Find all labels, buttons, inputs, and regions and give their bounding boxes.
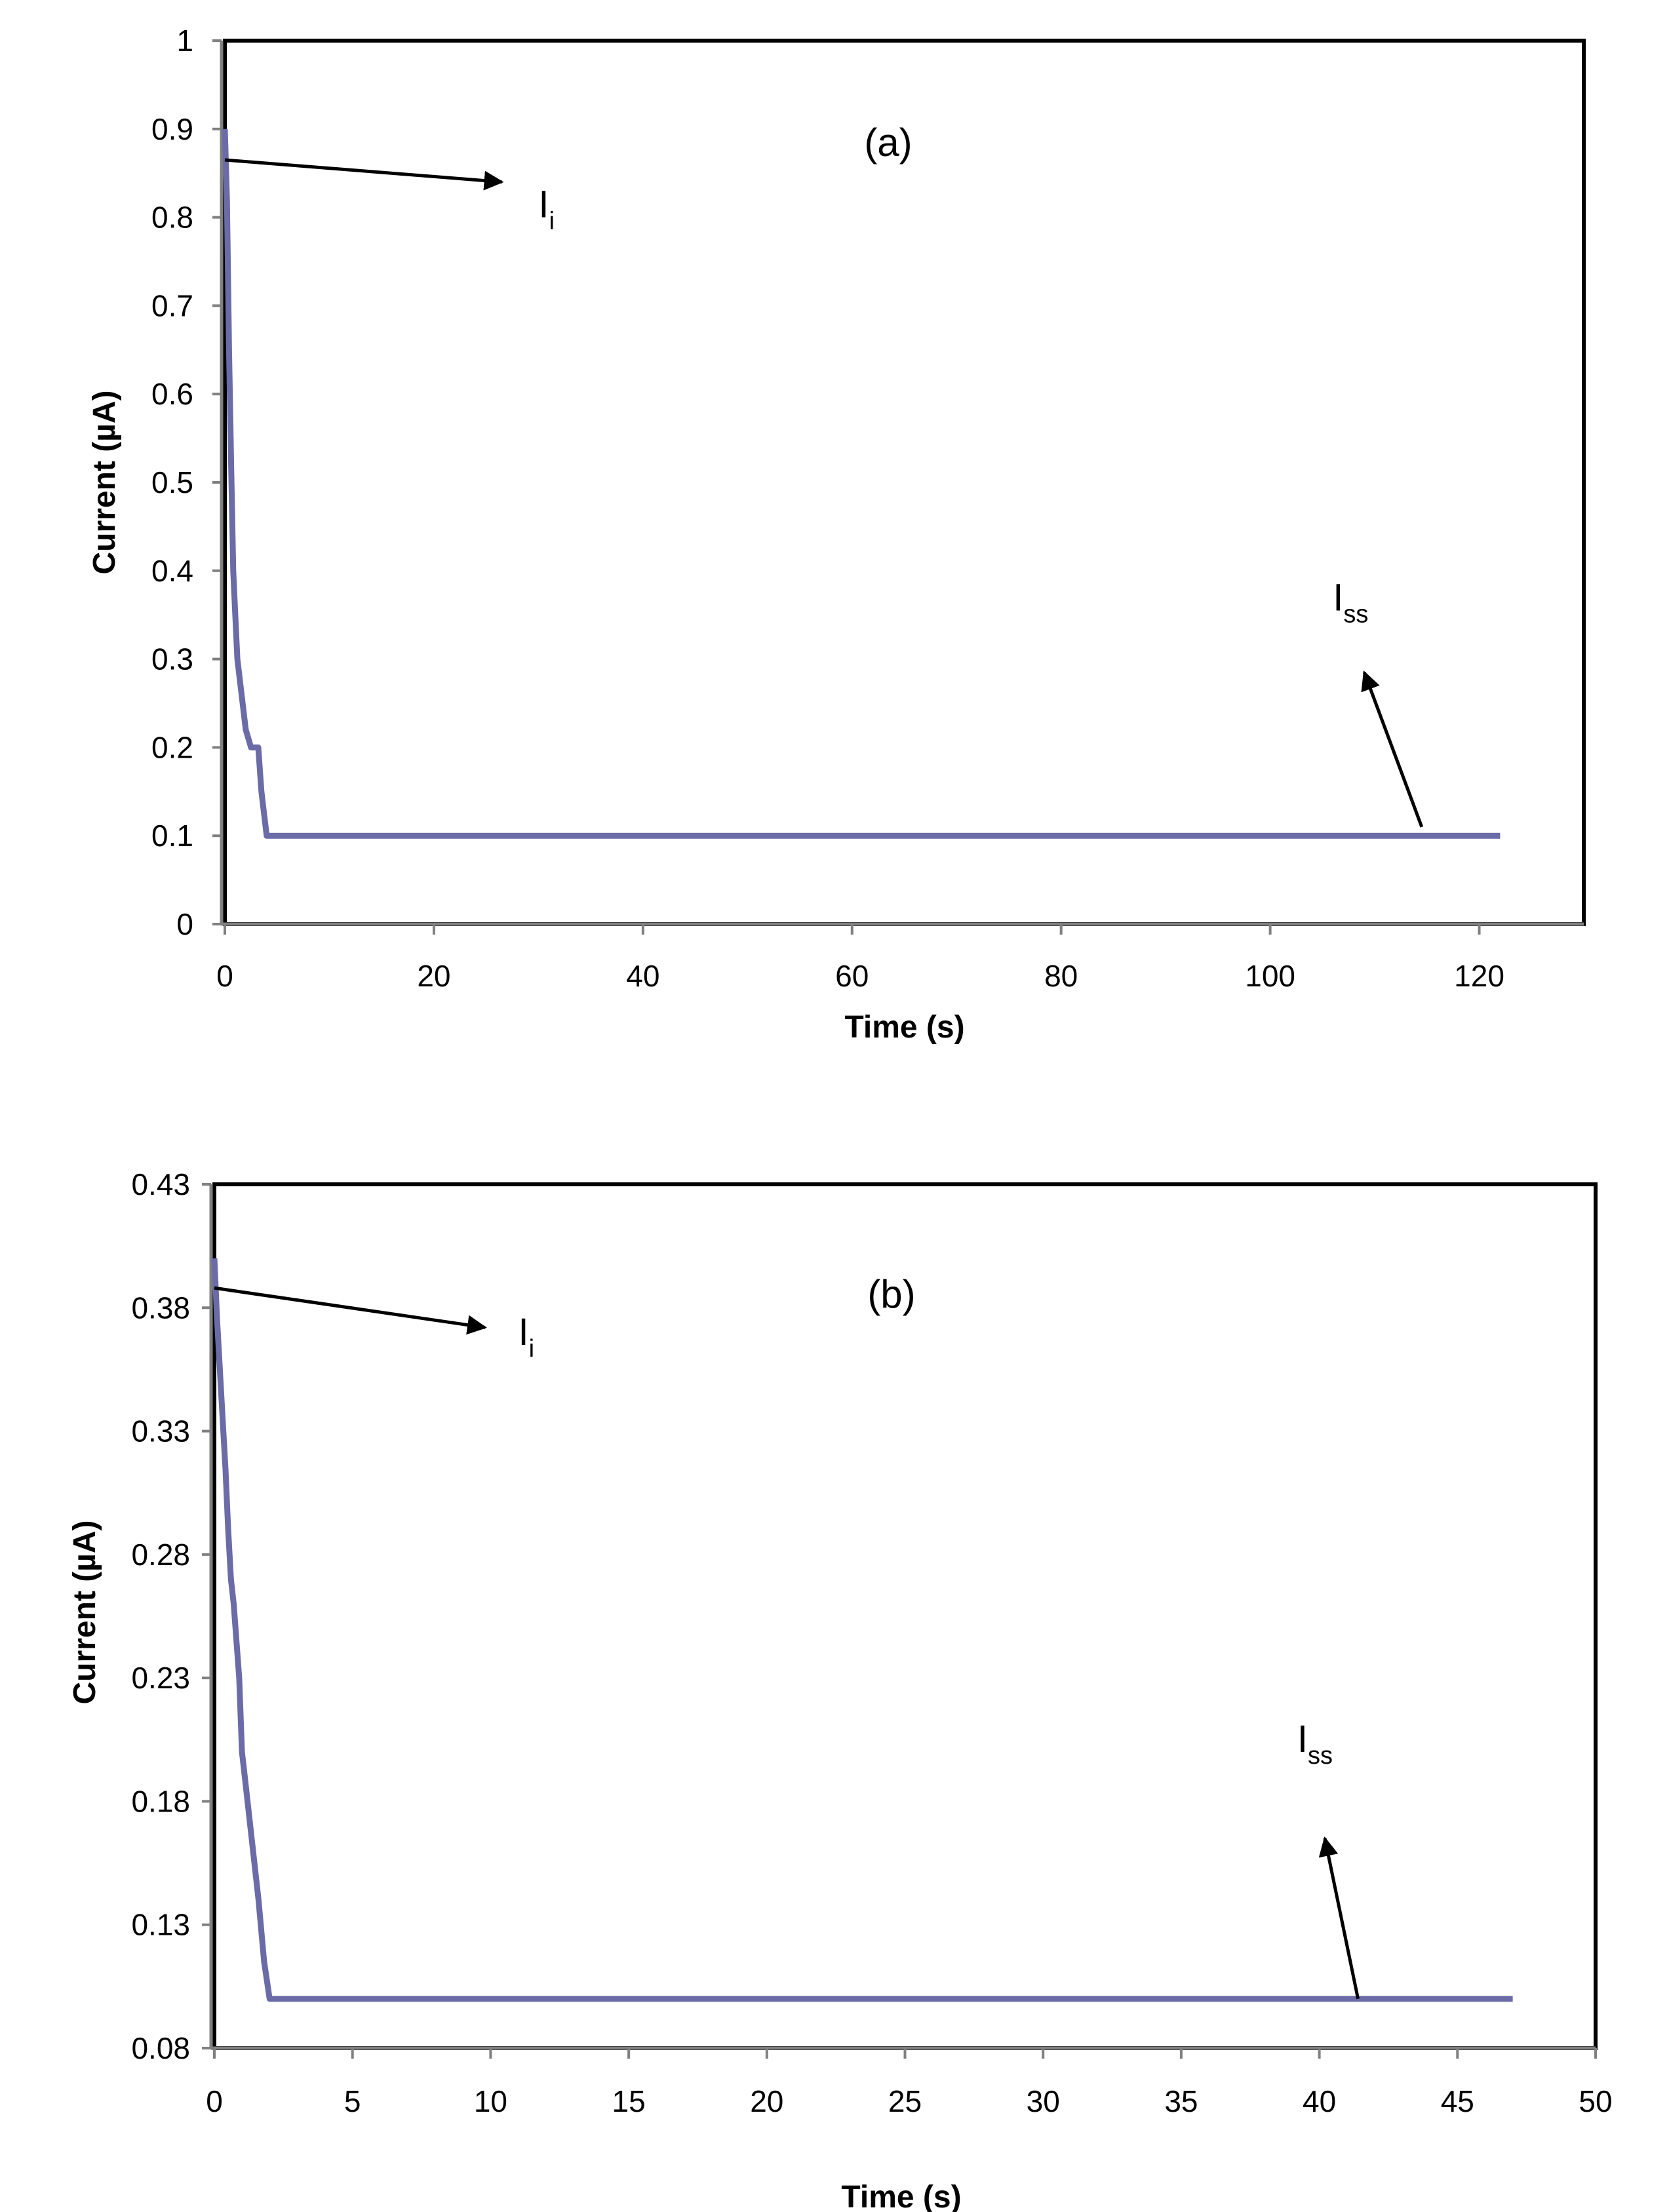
annotation-text: I [538, 184, 549, 226]
x-tick-label: 50 [1579, 2084, 1612, 2118]
x-axis-title-b: Time (s) [841, 2180, 961, 2212]
axes-b [209, 1184, 1596, 2050]
x-tick-label: 40 [1303, 2084, 1336, 2118]
x-tick-label: 35 [1164, 2084, 1198, 2118]
y-tick-label: 0.9 [151, 112, 193, 146]
series-line [211, 1258, 1513, 2002]
y-tick-label: 0.8 [151, 201, 193, 235]
annotation-subscript: ss [1343, 600, 1368, 628]
annotation-arrow [1361, 670, 1424, 828]
x-tick-label: 120 [1454, 959, 1504, 993]
y-tick-label: 0.18 [131, 1784, 190, 1818]
y-axis-title-b: Current (µA) [68, 1521, 102, 1705]
x-axis-title-a: Time (s) [844, 1010, 964, 1045]
x-tick-label: 40 [626, 959, 659, 993]
y-ticks-a: 0 0.1 0.2 0.3 0.4 0.5 0.6 0.7 0.8 0.9 1 [151, 24, 222, 941]
series-b [211, 1258, 1513, 2002]
x-tick-label: 0 [216, 959, 233, 993]
y-tick-label: 0.28 [131, 1538, 190, 1572]
x-tick-label: 100 [1245, 959, 1295, 993]
annotation-label: Iss [1333, 576, 1368, 628]
annotation-label: Ii [519, 1311, 535, 1363]
x-tick-label: 80 [1044, 959, 1078, 993]
annotation-text: I [1333, 576, 1343, 619]
annotation-subscript: ss [1308, 1742, 1333, 1770]
annotation-label: Iss [1297, 1718, 1333, 1770]
y-tick-label: 0.08 [131, 2031, 190, 2065]
annotation-subscript: i [529, 1335, 534, 1363]
x-ticks-b: 0 5 10 15 20 25 30 35 40 45 50 [206, 2048, 1613, 2118]
x-tick-label: 45 [1441, 2084, 1474, 2118]
x-tick-label: 60 [835, 959, 869, 993]
chart-panel-b: 0.08 0.13 0.18 0.23 0.28 0.33 0.38 0.43 0 5 10 15 2… [68, 1167, 1613, 2212]
y-ticks-b: 0.08 0.13 0.18 0.23 0.28 0.33 0.38 0.43 [131, 1167, 211, 2065]
y-tick-label: 0.4 [151, 554, 193, 588]
y-tick-label: 0.1 [151, 819, 193, 853]
y-tick-label: 0.3 [151, 642, 193, 676]
y-tick-label: 0 [176, 907, 193, 941]
chart-panel-a: 0 0.1 0.2 0.3 0.4 0.5 0.6 0.7 0.8 0.9 1 0 20 40 60 80 1… [87, 24, 1586, 1045]
y-tick-label: 0.13 [131, 1908, 190, 1942]
y-tick-label: 0.33 [131, 1414, 190, 1448]
series-line [222, 128, 1501, 839]
x-tick-label: 0 [206, 2084, 223, 2118]
annotation-arrow [224, 158, 504, 191]
y-tick-label: 0.2 [151, 730, 193, 764]
x-tick-label: 25 [888, 2084, 922, 2118]
x-tick-label: 30 [1027, 2084, 1060, 2118]
x-tick-label: 15 [612, 2084, 646, 2118]
y-tick-label: 0.5 [151, 465, 193, 499]
x-tick-label: 20 [417, 959, 450, 993]
x-ticks-a: 0 20 40 60 80 100 120 [216, 924, 1504, 993]
panel-label-a: (a) [864, 121, 912, 165]
annotation-subscript: i [549, 208, 555, 235]
axes-a [220, 41, 1584, 926]
annotation-arrow [1318, 1836, 1360, 2000]
x-tick-label: 10 [474, 2084, 507, 2118]
y-tick-label: 0.38 [131, 1290, 190, 1325]
y-tick-label: 0.7 [151, 288, 193, 322]
annotation-arrow [214, 1286, 487, 1335]
panel-label-b: (b) [867, 1272, 915, 1316]
annotation-text: I [519, 1311, 529, 1353]
annotation-label: Ii [538, 184, 555, 235]
y-tick-label: 0.6 [151, 377, 193, 411]
plot-frame [223, 39, 1586, 926]
annotation-text: I [1297, 1718, 1308, 1760]
y-tick-label: 0.43 [131, 1167, 190, 1201]
x-tick-label: 20 [750, 2084, 783, 2118]
y-tick-label: 1 [176, 24, 193, 58]
series-a [222, 128, 1501, 839]
y-axis-title-a: Current (µA) [87, 391, 122, 575]
x-tick-label: 5 [344, 2084, 361, 2118]
y-tick-label: 0.23 [131, 1661, 190, 1695]
